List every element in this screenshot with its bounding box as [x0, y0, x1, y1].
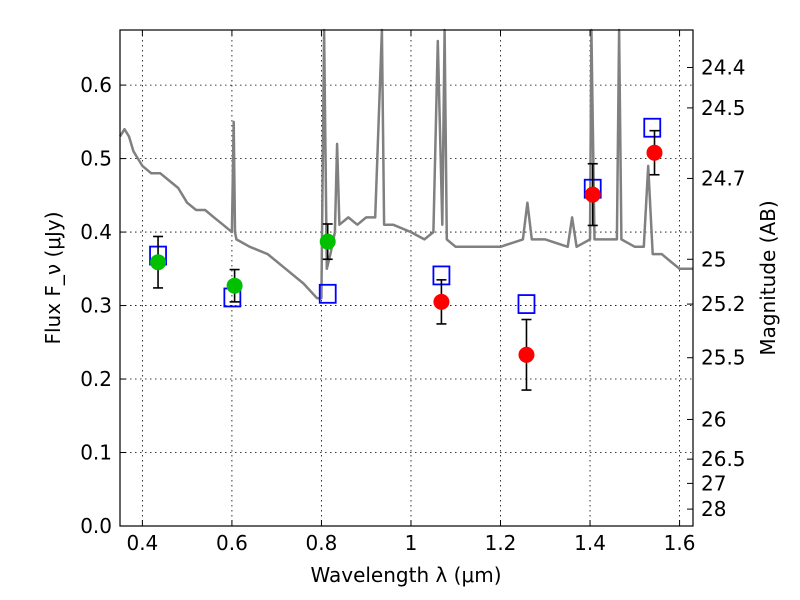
plot-frame — [119, 29, 694, 527]
x-tick-label: 1.6 — [664, 531, 696, 555]
magnitude-tick-label: 25.5 — [701, 346, 746, 370]
magnitude-tick-label: 24.4 — [701, 55, 746, 79]
magnitude-tick-label: 26 — [701, 407, 726, 431]
y-tick-label: 0.0 — [80, 514, 112, 538]
magnitude-tick-label: 26.5 — [701, 447, 746, 471]
model-square-marker — [643, 117, 662, 138]
y-tick-label: 0.4 — [80, 220, 112, 244]
magnitude-tick-label: 27 — [701, 471, 726, 495]
magnitude-tick-label: 24.5 — [701, 96, 746, 120]
x-tick-label: 0.4 — [126, 531, 158, 555]
x-tick-label: 1.2 — [485, 531, 517, 555]
data-point-marker — [646, 144, 663, 161]
axis-ticks: 0.4 0.6 0.8 1 1.2 1.4 1.6 0.0 0.1 0.2 0.3 0.4 0.5 0.6… — [80, 30, 746, 555]
magnitude-tick-label: 25 — [701, 247, 726, 271]
model-photometry-series — [149, 117, 662, 314]
magnitude-tick-label: 28 — [701, 497, 726, 521]
spectrum-series — [118, 28, 693, 300]
data-point-marker — [584, 186, 601, 203]
y-axis-title: Flux F_ν (μJy) — [41, 211, 65, 344]
data-point-marker — [433, 293, 450, 310]
data-point-marker — [226, 277, 243, 294]
model-square-marker — [318, 283, 337, 304]
y-tick-label: 0.1 — [80, 441, 112, 465]
y-tick-label: 0.2 — [80, 367, 112, 391]
grid — [120, 30, 693, 527]
x-tick-label: 1.4 — [574, 531, 606, 555]
model-square-marker — [517, 294, 536, 314]
x-axis-title: Wavelength λ (μm) — [310, 563, 501, 587]
y-axis-right-title: Magnitude (AB) — [756, 200, 780, 355]
data-point-marker — [319, 233, 336, 250]
spectrum-line — [118, 28, 693, 300]
observed-photometry-series — [150, 129, 663, 391]
data-point-marker — [518, 346, 535, 363]
x-tick-label: 1 — [405, 531, 418, 555]
y-tick-label: 0.3 — [80, 294, 112, 318]
x-tick-label: 0.8 — [306, 531, 338, 555]
magnitude-tick-label: 24.7 — [701, 166, 746, 190]
x-tick-label: 0.6 — [216, 531, 248, 555]
magnitude-tick-label: 25.2 — [701, 292, 746, 316]
y-tick-label: 0.6 — [80, 73, 112, 97]
data-point-marker — [150, 254, 167, 271]
y-tick-label: 0.5 — [80, 147, 112, 171]
